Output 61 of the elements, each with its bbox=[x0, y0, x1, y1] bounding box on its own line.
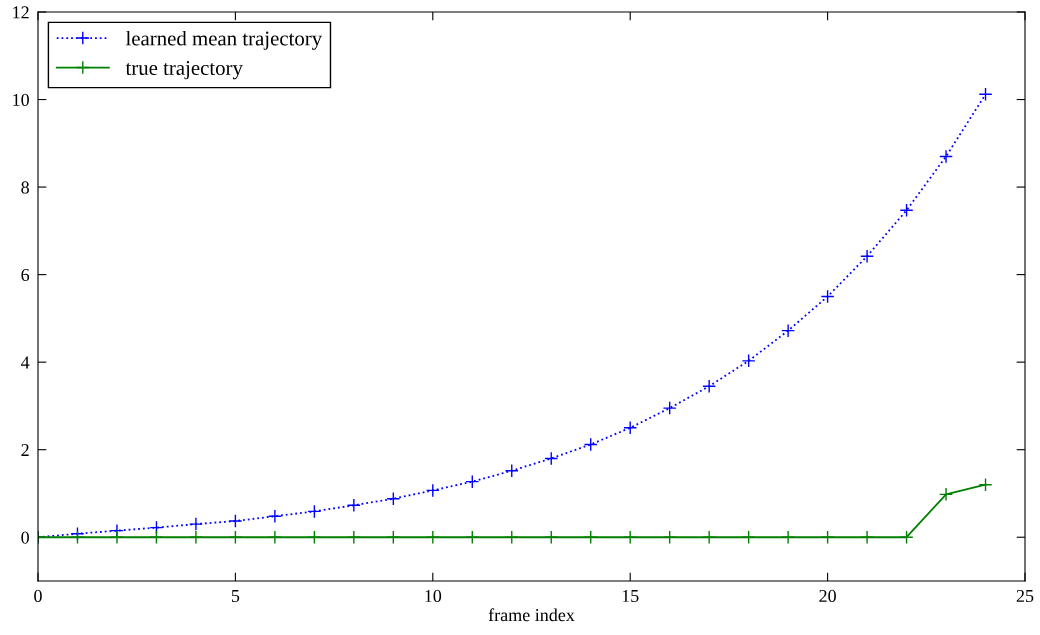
legend-label: true trajectory bbox=[125, 61, 243, 80]
x-tick-label: 0 bbox=[34, 589, 42, 603]
y-tick-label: 8 bbox=[21, 181, 29, 194]
point bbox=[623, 530, 638, 545]
point bbox=[939, 487, 953, 502]
point bbox=[110, 530, 124, 545]
point bbox=[544, 530, 559, 545]
x-tick-label: 25 bbox=[1016, 589, 1034, 603]
x-axis-title: frame index bbox=[488, 608, 575, 622]
point bbox=[939, 149, 953, 164]
point bbox=[741, 353, 756, 368]
point bbox=[860, 249, 875, 264]
y-tick-label: 10 bbox=[13, 93, 29, 106]
y-tick-label: 4 bbox=[20, 356, 30, 369]
point bbox=[465, 530, 480, 545]
point bbox=[820, 530, 835, 545]
point bbox=[70, 530, 85, 545]
point bbox=[662, 530, 677, 545]
point bbox=[307, 530, 322, 545]
point bbox=[149, 530, 164, 545]
point bbox=[188, 530, 203, 545]
x-tick-label: 5 bbox=[231, 590, 240, 603]
point bbox=[346, 530, 361, 545]
point bbox=[465, 474, 480, 489]
y-tick-label: 6 bbox=[21, 268, 30, 282]
point bbox=[899, 203, 914, 218]
point bbox=[781, 530, 796, 545]
y-tick-label: 2 bbox=[21, 444, 29, 456]
point bbox=[386, 491, 401, 506]
y-tick-label: 0 bbox=[21, 531, 29, 544]
point bbox=[583, 530, 598, 545]
point bbox=[386, 530, 401, 545]
point bbox=[741, 530, 756, 545]
point bbox=[504, 463, 519, 478]
x-tick-label: 10 bbox=[425, 589, 442, 603]
x-tick-label: 15 bbox=[622, 589, 639, 603]
point bbox=[702, 530, 717, 545]
x-tick-label: 20 bbox=[819, 589, 836, 603]
point bbox=[188, 517, 203, 532]
point bbox=[307, 504, 322, 519]
legend-label: learned mean trajectory bbox=[125, 30, 323, 50]
point bbox=[425, 530, 440, 545]
point bbox=[504, 530, 519, 545]
point bbox=[346, 498, 361, 513]
point bbox=[702, 379, 717, 394]
point bbox=[583, 437, 598, 452]
point bbox=[623, 420, 638, 435]
point bbox=[781, 323, 796, 338]
point bbox=[267, 530, 282, 545]
point bbox=[860, 530, 875, 545]
point bbox=[820, 289, 835, 304]
point bbox=[544, 451, 559, 466]
point bbox=[228, 514, 243, 528]
point bbox=[267, 509, 282, 524]
y-tick-label: 12 bbox=[13, 6, 29, 19]
point bbox=[228, 530, 243, 545]
point bbox=[899, 530, 914, 545]
point bbox=[978, 87, 993, 102]
point bbox=[978, 477, 993, 492]
point bbox=[662, 401, 677, 416]
point bbox=[425, 483, 440, 498]
